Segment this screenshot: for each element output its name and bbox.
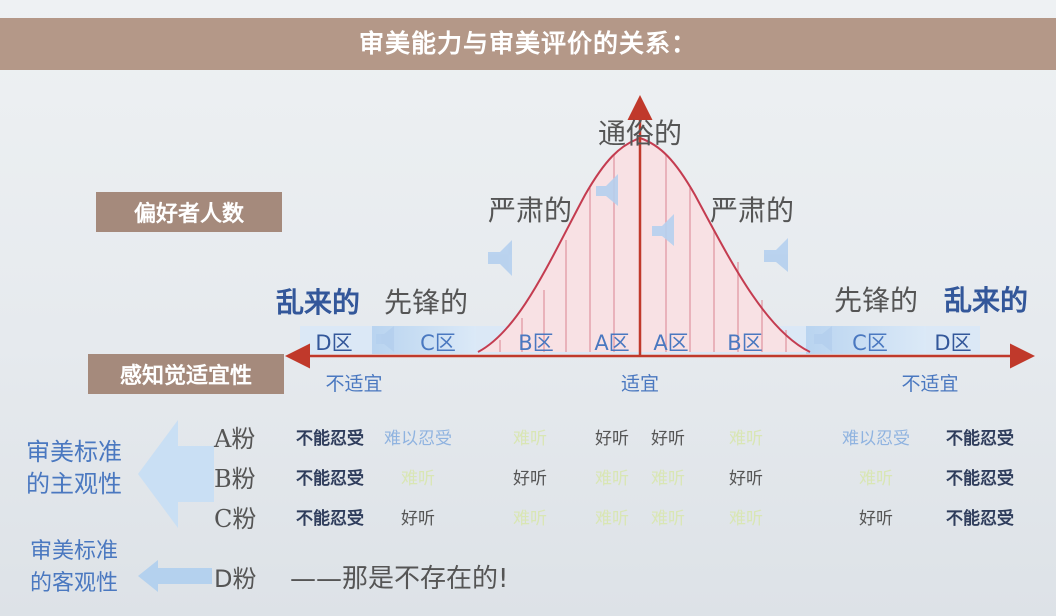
rating-cell: 难听 <box>859 469 893 489</box>
x-tick-left: 不适宜 <box>325 373 382 395</box>
rating-cell: 难听 <box>651 509 685 529</box>
rating-cell: 不能忍受 <box>296 508 364 529</box>
rating-cell: 难以忍受 <box>842 429 910 449</box>
rating-cell: 好听 <box>595 429 629 449</box>
objectivity-label-line2: 的客观性 <box>30 571 118 596</box>
x-tick-center: 适宜 <box>621 373 659 395</box>
label-random-left: 乱来的 <box>276 286 360 319</box>
label-popular: 通俗的 <box>598 117 682 150</box>
speaker-icon <box>376 326 394 352</box>
label-avantgarde-left: 先锋的 <box>384 286 468 319</box>
speaker-icon <box>814 326 832 352</box>
rating-cell: 不能忍受 <box>296 468 364 489</box>
rating-cell: 不能忍受 <box>946 468 1014 489</box>
x-tick-right: 不适宜 <box>901 373 958 395</box>
fan-label-d: D粉 <box>214 565 256 593</box>
rating-cell: 不能忍受 <box>946 428 1014 449</box>
rating-cell: 难听 <box>595 469 629 489</box>
zone-label: D区 <box>934 331 971 355</box>
speaker-icon <box>488 240 512 276</box>
zone-label: C区 <box>852 331 888 355</box>
rating-cell: 难听 <box>595 509 629 529</box>
label-random-right: 乱来的 <box>944 284 1028 317</box>
rating-cell: 难听 <box>401 469 435 489</box>
zone-label: B区 <box>518 331 553 355</box>
zone-label: A区 <box>594 331 629 355</box>
rating-cell: 难听 <box>513 509 547 529</box>
fan-label: B粉 <box>214 465 256 493</box>
objectivity-arrow <box>138 560 212 592</box>
speaker-icon <box>764 238 788 272</box>
objectivity-label-line1: 审美标准 <box>30 539 118 564</box>
y-axis-label: 偏好者人数 <box>96 192 282 232</box>
rating-cell: 难听 <box>513 429 547 449</box>
rating-cell: 难以忍受 <box>384 429 452 449</box>
speaker-icons <box>376 174 832 352</box>
zone-label: D区 <box>315 331 352 355</box>
speaker-icon <box>652 214 674 246</box>
speaker-icon <box>596 174 618 206</box>
rating-cell: 不能忍受 <box>296 428 364 449</box>
rating-cell: 不能忍受 <box>946 508 1014 529</box>
subjectivity-label-line1: 审美标准 <box>26 438 122 466</box>
label-serious-right: 严肃的 <box>710 194 794 227</box>
rating-cell: 好听 <box>401 509 435 529</box>
rating-cell: 难听 <box>729 429 763 449</box>
zone-label: C区 <box>420 331 456 355</box>
label-avantgarde-right: 先锋的 <box>834 284 918 317</box>
title-banner <box>0 18 1056 70</box>
subjectivity-label-line2: 的主观性 <box>26 470 122 498</box>
rating-cell: 好听 <box>513 469 547 489</box>
rating-cell: 好听 <box>729 469 763 489</box>
subjectivity-arrow <box>138 420 214 528</box>
d-fan-text: ——那是不存在的! <box>290 564 508 594</box>
x-axis-label: 感知觉适宜性 <box>88 354 284 394</box>
rating-cell: 难听 <box>651 469 685 489</box>
zone-labels: D区 C区 B区 A区 A区 B区 C区 D区 <box>315 331 971 355</box>
rating-cell: 好听 <box>651 429 685 449</box>
rating-cell: 难听 <box>729 509 763 529</box>
zone-label: B区 <box>727 331 762 355</box>
rating-cell: 好听 <box>859 509 893 529</box>
zone-label: A区 <box>653 331 688 355</box>
slide-title: 审美能力与审美评价的关系： <box>358 29 697 58</box>
bell-curve-area <box>478 138 810 352</box>
fan-label: A粉 <box>213 425 255 453</box>
label-serious-left: 严肃的 <box>488 194 572 227</box>
fan-label: C粉 <box>214 505 256 533</box>
